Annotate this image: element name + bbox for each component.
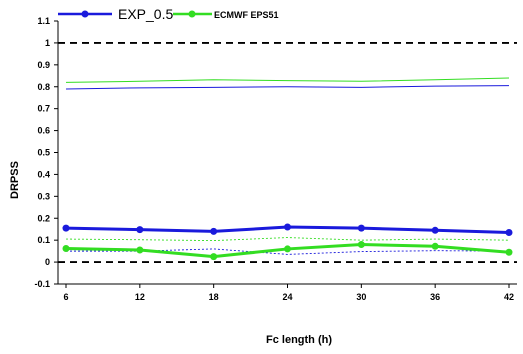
- legend-label-ecmwf: ECMWF EPS51: [214, 10, 279, 20]
- x-tick-label: 24: [282, 292, 292, 302]
- y-tick-label: 0: [45, 257, 50, 267]
- reference-lines: [58, 42, 517, 263]
- y-axis-label: DRPSS: [9, 161, 21, 199]
- x-tick-label: 12: [135, 292, 145, 302]
- y-tick-label: 0.7: [37, 104, 50, 114]
- series-1-point: [210, 253, 218, 261]
- series-1-point: [284, 245, 291, 253]
- y-tick-label: 0.1: [37, 235, 50, 245]
- y-axis-ticks: -0.1 0 0.1 0.2 0.3 0.4 0.5 0.6 0.7 0.8 0.9 1 1.1: [34, 16, 58, 289]
- y-tick-label: 0.6: [37, 126, 50, 136]
- series-0-point: [284, 223, 291, 231]
- series-1-upper-line: [65, 77, 510, 83]
- y-tick-label: 0.3: [37, 191, 50, 201]
- series-1-point: [62, 244, 70, 252]
- plot-area: [57, 21, 517, 285]
- series-0-point: [210, 227, 218, 235]
- x-tick-label: 18: [209, 292, 219, 302]
- series-0-point: [505, 228, 513, 236]
- legend-label-exp: EXP_0.5: [118, 6, 173, 22]
- series-1-point: [357, 241, 365, 249]
- series-1-point: [505, 248, 513, 256]
- series-1-point: [431, 242, 439, 250]
- legend-marker-exp: [81, 10, 89, 18]
- y-tick-label: 0.5: [37, 148, 50, 158]
- series-0-point: [62, 224, 70, 232]
- legend-marker-ecmwf: [188, 10, 196, 18]
- y-tick-label: -0.1: [34, 279, 50, 289]
- x-tick-label: 6: [63, 292, 68, 302]
- y-tick-label: 0.2: [37, 213, 50, 223]
- y-tick-label: 0.8: [37, 82, 50, 92]
- x-tick-label: 42: [504, 292, 514, 302]
- series-0-point: [431, 226, 439, 234]
- y-tick-label: 1.1: [37, 16, 50, 26]
- series-0-point: [357, 224, 365, 232]
- y-tick-label: 0.4: [37, 169, 50, 179]
- legend: EXP_0.5 ECMWF EPS51: [58, 6, 279, 22]
- series-0-upper-line: [65, 85, 510, 90]
- series-0-point: [136, 226, 144, 234]
- series-1-point: [136, 246, 144, 254]
- y-tick-label: 0.9: [37, 60, 50, 70]
- series-lines: [62, 223, 513, 261]
- x-axis-ticks: 6 12 18 24 30 36 42: [63, 284, 514, 302]
- x-axis-label: Fc length (h): [266, 334, 332, 346]
- x-tick-label: 36: [430, 292, 440, 302]
- x-tick-label: 30: [356, 292, 366, 302]
- y-tick-label: 1: [45, 38, 50, 48]
- series-1-lower-line: [65, 237, 510, 242]
